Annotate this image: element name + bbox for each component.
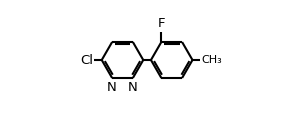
Text: F: F <box>157 17 165 30</box>
Text: N: N <box>128 81 138 94</box>
Text: CH₃: CH₃ <box>201 55 222 65</box>
Text: N: N <box>107 81 117 94</box>
Text: Cl: Cl <box>80 54 93 66</box>
